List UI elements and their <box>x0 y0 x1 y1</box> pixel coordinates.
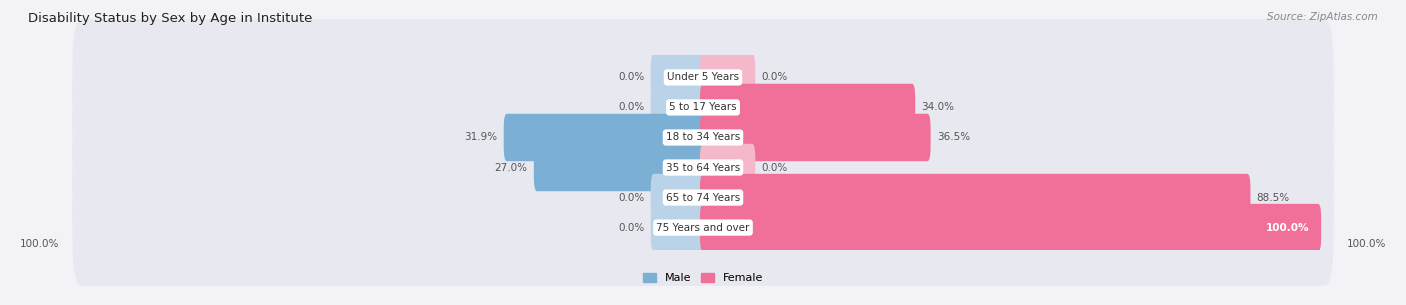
FancyBboxPatch shape <box>503 114 706 161</box>
Text: 100.0%: 100.0% <box>1347 239 1386 249</box>
Text: 27.0%: 27.0% <box>495 163 527 173</box>
Text: Source: ZipAtlas.com: Source: ZipAtlas.com <box>1267 12 1378 22</box>
Text: 31.9%: 31.9% <box>464 132 498 142</box>
Text: 34.0%: 34.0% <box>921 102 955 113</box>
Text: 0.0%: 0.0% <box>619 192 644 203</box>
FancyBboxPatch shape <box>700 174 1250 221</box>
Text: Disability Status by Sex by Age in Institute: Disability Status by Sex by Age in Insti… <box>28 12 312 25</box>
FancyBboxPatch shape <box>700 84 915 131</box>
FancyBboxPatch shape <box>651 84 706 131</box>
Text: 0.0%: 0.0% <box>619 102 644 113</box>
Text: 88.5%: 88.5% <box>1257 192 1289 203</box>
Text: 18 to 34 Years: 18 to 34 Years <box>666 132 740 142</box>
FancyBboxPatch shape <box>73 169 1333 286</box>
Legend: Male, Female: Male, Female <box>638 268 768 288</box>
FancyBboxPatch shape <box>73 49 1333 166</box>
Text: 75 Years and over: 75 Years and over <box>657 223 749 233</box>
Text: 0.0%: 0.0% <box>762 72 787 82</box>
Text: 100.0%: 100.0% <box>1265 223 1309 233</box>
FancyBboxPatch shape <box>73 19 1333 136</box>
Text: 35 to 64 Years: 35 to 64 Years <box>666 163 740 173</box>
FancyBboxPatch shape <box>700 54 755 101</box>
FancyBboxPatch shape <box>700 204 1322 251</box>
Text: 5 to 17 Years: 5 to 17 Years <box>669 102 737 113</box>
FancyBboxPatch shape <box>651 54 706 101</box>
FancyBboxPatch shape <box>651 174 706 221</box>
Text: 100.0%: 100.0% <box>20 239 59 249</box>
Text: 0.0%: 0.0% <box>619 223 644 233</box>
Text: 36.5%: 36.5% <box>936 132 970 142</box>
FancyBboxPatch shape <box>534 144 706 191</box>
Text: 0.0%: 0.0% <box>762 163 787 173</box>
Text: 0.0%: 0.0% <box>619 72 644 82</box>
FancyBboxPatch shape <box>73 139 1333 256</box>
FancyBboxPatch shape <box>700 114 931 161</box>
FancyBboxPatch shape <box>651 204 706 251</box>
Text: Under 5 Years: Under 5 Years <box>666 72 740 82</box>
Text: 65 to 74 Years: 65 to 74 Years <box>666 192 740 203</box>
FancyBboxPatch shape <box>73 79 1333 196</box>
FancyBboxPatch shape <box>73 109 1333 226</box>
FancyBboxPatch shape <box>700 144 755 191</box>
